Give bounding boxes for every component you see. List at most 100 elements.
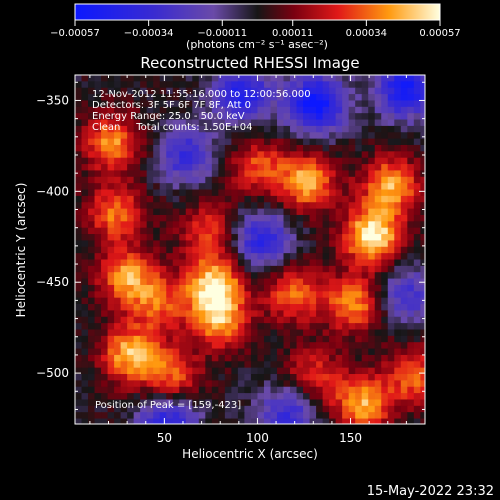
heatmap-cell	[420, 144, 425, 152]
heatmap-cell	[153, 157, 161, 165]
heatmap-cell	[231, 132, 239, 140]
heatmap-cell	[185, 348, 193, 356]
heatmap-cell	[374, 354, 382, 362]
heatmap-cell	[166, 405, 174, 413]
heatmap-cell	[387, 412, 395, 420]
heatmap-cell	[211, 87, 219, 95]
heatmap-cell	[329, 138, 337, 146]
heatmap-cell	[179, 183, 187, 191]
heatmap-cell	[211, 310, 219, 318]
heatmap-cell	[75, 304, 83, 311]
heatmap-cell	[283, 374, 291, 381]
heatmap-cell	[303, 316, 311, 324]
heatmap-cell	[348, 81, 356, 89]
heatmap-cell	[361, 164, 369, 172]
heatmap-cell	[387, 265, 395, 273]
heatmap-cell	[355, 367, 363, 375]
heatmap-cell	[374, 367, 382, 375]
heatmap-cell	[179, 367, 187, 375]
heatmap-cell	[153, 329, 161, 337]
heatmap-cell	[101, 113, 109, 121]
heatmap-cell	[244, 418, 252, 424]
heatmap-cell	[335, 240, 343, 248]
heatmap-cell	[101, 227, 109, 235]
heatmap-cell	[342, 125, 350, 133]
heatmap-cell	[374, 106, 382, 114]
heatmap-cell	[400, 284, 408, 292]
heatmap-cell	[114, 176, 122, 184]
heatmap-cell	[244, 164, 252, 172]
heatmap-cell	[420, 119, 425, 127]
heatmap-cell	[88, 94, 96, 102]
heatmap-cell	[211, 253, 219, 261]
heatmap-cell	[140, 291, 148, 299]
heatmap-cell	[413, 265, 421, 273]
heatmap-cell	[211, 208, 219, 216]
heatmap-cell	[224, 202, 232, 210]
heatmap-cell	[133, 144, 141, 152]
heatmap-cell	[348, 374, 356, 381]
heatmap-cell	[133, 227, 141, 235]
heatmap-cell	[237, 195, 246, 203]
heatmap-cell	[159, 412, 167, 420]
heatmap-cell	[381, 259, 389, 267]
heatmap-cell	[368, 195, 376, 203]
heatmap-cell	[400, 246, 408, 254]
heatmap-cell	[114, 170, 122, 178]
heatmap-cell	[192, 202, 200, 210]
heatmap-cell	[120, 214, 128, 222]
heatmap-cell	[94, 348, 102, 356]
heatmap-cell	[387, 94, 395, 102]
heatmap-cell	[140, 94, 148, 102]
heatmap-cell	[88, 367, 96, 375]
heatmap-cell	[322, 151, 330, 159]
heatmap-cell	[153, 272, 161, 280]
heatmap-cell	[407, 246, 415, 254]
heatmap-cell	[88, 234, 96, 242]
heatmap-cell	[231, 183, 239, 191]
heatmap-cell	[88, 374, 96, 381]
heatmap-cell	[394, 164, 402, 172]
heatmap-cell	[420, 221, 425, 229]
heatmap-cell	[309, 323, 317, 331]
heatmap-cell	[127, 361, 135, 369]
heatmap-cell	[244, 272, 252, 280]
heatmap-cell	[420, 386, 425, 394]
heatmap-cell	[237, 151, 246, 159]
heatmap-cell	[159, 329, 167, 337]
heatmap-cell	[316, 208, 324, 216]
heatmap-cell	[270, 113, 278, 121]
heatmap-cell	[198, 151, 206, 159]
heatmap-cell	[153, 144, 161, 152]
heatmap-cell	[296, 265, 304, 273]
heatmap-cell	[218, 81, 226, 89]
heatmap-cell	[244, 354, 252, 362]
heatmap-cell	[316, 125, 324, 133]
heatmap-cell	[270, 144, 278, 152]
heatmap-cell	[159, 380, 167, 388]
heatmap-cell	[185, 393, 193, 401]
heatmap-cell	[198, 412, 206, 420]
heatmap-cell	[361, 81, 369, 89]
heatmap-cell	[257, 246, 265, 254]
heatmap-cell	[205, 113, 213, 121]
heatmap-cell	[244, 202, 252, 210]
heatmap-cell	[381, 361, 389, 369]
x-tick-label: 100	[246, 431, 269, 445]
heatmap-cell	[179, 113, 187, 121]
heatmap-cell	[179, 405, 187, 413]
heatmap-cell	[309, 399, 317, 407]
heatmap-cell	[263, 272, 272, 280]
heatmap-cell	[172, 348, 180, 356]
heatmap-cell	[296, 106, 304, 114]
heatmap-cell	[224, 380, 232, 388]
heatmap-cell	[276, 291, 285, 299]
heatmap-cell	[400, 253, 408, 261]
heatmap-cell	[159, 297, 167, 305]
heatmap-cell	[101, 412, 109, 420]
heatmap-cell	[270, 418, 278, 424]
heatmap-cell	[172, 329, 180, 337]
heatmap-cell	[120, 87, 128, 95]
heatmap-cell	[407, 151, 415, 159]
heatmap-cell	[81, 304, 89, 311]
